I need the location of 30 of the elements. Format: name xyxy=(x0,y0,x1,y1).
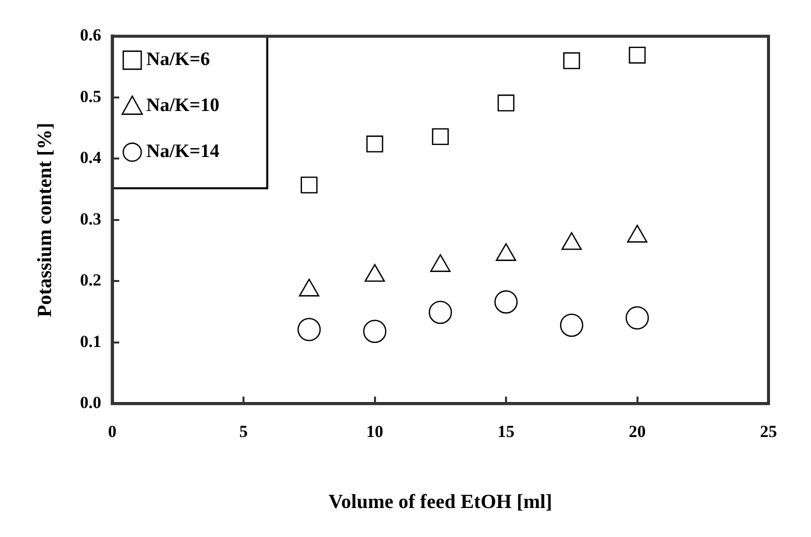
point xyxy=(560,314,584,337)
point xyxy=(297,318,321,342)
x-axis-title: Volume of feed EtOH [ml] xyxy=(328,491,552,514)
legend-label: Na/K=14 xyxy=(146,141,220,162)
y-tick-label: 0.0 xyxy=(80,392,102,412)
point xyxy=(563,52,580,70)
y-axis-title: Potassium content [%] xyxy=(34,122,56,318)
y-tick-label: 0.5 xyxy=(80,86,102,106)
y-tick-label: 0.3 xyxy=(80,209,102,228)
y-tick-label: 0.1 xyxy=(80,332,102,351)
point xyxy=(628,46,646,64)
x-tick-label: 25 xyxy=(760,422,777,442)
point xyxy=(366,136,384,152)
x-tick-label: 10 xyxy=(366,422,384,442)
y-tick-label: 0.4 xyxy=(80,148,102,168)
point xyxy=(494,290,518,314)
point xyxy=(432,128,449,146)
x-tick-label: 15 xyxy=(498,422,514,442)
x-tick-label: 5 xyxy=(239,422,248,442)
y-tick-label: 0.2 xyxy=(80,270,102,290)
point xyxy=(428,300,452,324)
legend-label: Na/K=10 xyxy=(146,95,220,116)
point xyxy=(300,176,318,194)
x-tick-label: 0 xyxy=(108,422,116,442)
legend-label: Na/K=6 xyxy=(146,49,210,70)
point xyxy=(626,306,649,330)
point xyxy=(498,94,514,112)
x-tick-label: 20 xyxy=(628,422,646,442)
y-tick-label: 0.6 xyxy=(80,26,102,45)
point xyxy=(363,320,386,343)
